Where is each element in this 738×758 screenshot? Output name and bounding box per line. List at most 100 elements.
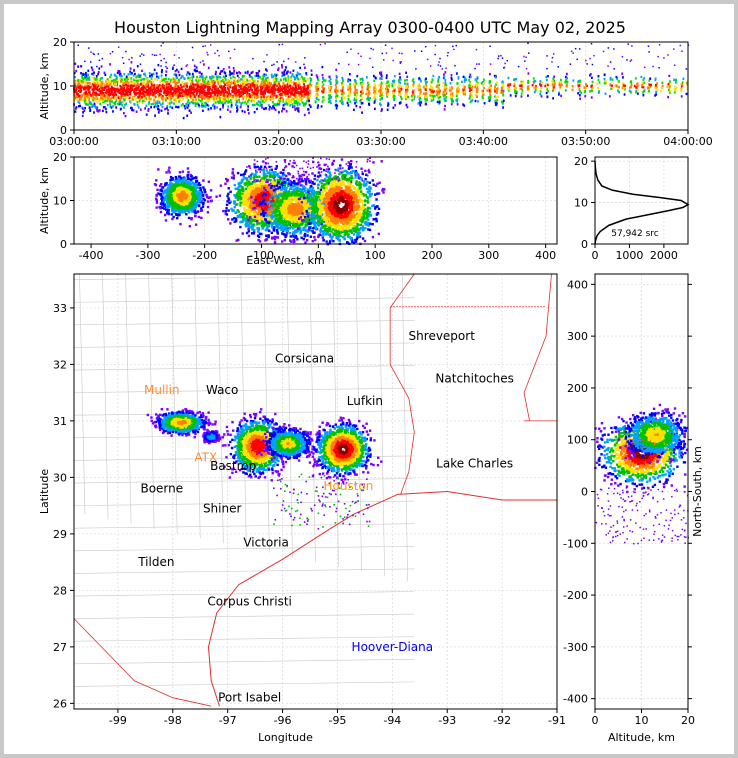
time-height-source <box>74 79 77 83</box>
time-height-source <box>444 84 446 87</box>
time-height-source <box>462 88 465 91</box>
time-height-source <box>263 107 266 111</box>
time-height-source <box>112 96 115 99</box>
time-height-source <box>378 102 381 105</box>
time-height-source <box>559 87 561 90</box>
time-height-source <box>280 64 283 67</box>
time-height-source <box>248 79 251 83</box>
time-height-source <box>173 64 175 66</box>
time-height-source <box>668 83 671 86</box>
time-height-source <box>93 71 95 74</box>
time-height-source <box>165 65 167 68</box>
time-height-source <box>175 105 177 109</box>
time-height-source <box>223 81 226 84</box>
time-height-source <box>166 90 168 94</box>
time-height-source <box>177 105 179 109</box>
time-height-source <box>125 76 128 80</box>
time-height-source <box>430 99 433 102</box>
time-height-source <box>253 103 256 107</box>
time-height-source <box>129 89 132 93</box>
time-height-source <box>436 88 439 91</box>
ew-source <box>202 201 205 205</box>
time-height-source <box>238 80 241 83</box>
time-height-source <box>162 42 164 44</box>
time-height-source <box>263 73 266 76</box>
time-height-source <box>654 94 656 97</box>
time-height-source <box>218 101 220 105</box>
time-height-source <box>139 63 142 65</box>
time-height-source <box>483 78 485 81</box>
time-height-source <box>456 85 459 89</box>
time-height-source <box>251 77 254 80</box>
time-height-source <box>432 94 435 98</box>
time-height-source <box>109 52 112 55</box>
time-height-source <box>546 83 549 87</box>
time-height-source <box>348 93 351 96</box>
time-height-source <box>444 93 447 97</box>
time-height-source <box>335 74 338 78</box>
time-height-source <box>215 75 218 78</box>
time-height-source <box>191 75 194 78</box>
time-height-source <box>291 88 294 92</box>
time-height-source <box>299 90 302 93</box>
time-height-source <box>154 95 157 99</box>
time-height-source <box>129 72 132 76</box>
time-height-source <box>248 85 251 88</box>
time-height-source <box>119 88 122 91</box>
time-height-source <box>199 88 202 92</box>
time-height-source <box>616 77 619 81</box>
time-height-source <box>120 97 123 100</box>
time-height-source <box>82 93 85 96</box>
time-height-source <box>102 91 105 95</box>
time-height-source <box>263 97 265 100</box>
time-height-source <box>151 86 154 89</box>
time-height-source <box>114 74 117 77</box>
time-height-source <box>241 88 244 91</box>
time-height-source <box>236 84 238 87</box>
time-height-source <box>191 93 194 96</box>
time-height-source <box>119 80 122 83</box>
time-height-source <box>83 100 86 103</box>
ew-source <box>207 196 211 200</box>
time-height-source <box>294 86 297 90</box>
time-height-source <box>302 102 305 105</box>
time-height-source <box>225 99 228 103</box>
time-height-source <box>456 98 459 101</box>
time-height-source <box>372 74 375 78</box>
time-height-source <box>552 88 555 91</box>
time-height-source <box>394 82 396 86</box>
time-height-source <box>240 94 243 97</box>
time-height-source <box>82 80 85 84</box>
time-height-source <box>204 86 207 89</box>
time-height-source <box>250 95 253 98</box>
time-height-source <box>502 99 505 102</box>
time-height-source <box>105 94 107 98</box>
time-height-source <box>527 42 529 45</box>
time-height-source <box>434 44 437 47</box>
ew-source <box>199 209 203 212</box>
ew-source <box>176 216 179 220</box>
time-height-source <box>84 84 87 88</box>
time-height-source <box>277 111 280 114</box>
time-height-source <box>260 99 263 103</box>
time-height-source <box>497 95 499 98</box>
time-height-source <box>328 97 331 101</box>
time-height-source <box>168 82 170 86</box>
time-height-source <box>173 102 175 105</box>
time-height-source <box>160 95 163 98</box>
ew-source <box>166 202 170 206</box>
time-height-source <box>158 92 161 96</box>
time-height-source <box>329 101 332 105</box>
time-height-source <box>164 92 166 96</box>
time-height-source <box>532 86 535 90</box>
time-height-source <box>125 83 128 87</box>
time-height-source <box>238 85 241 88</box>
time-height-source <box>316 84 319 88</box>
time-height-source <box>116 71 119 75</box>
time-height-source <box>290 90 293 93</box>
time-height-source <box>521 89 524 92</box>
time-height-source <box>82 88 85 91</box>
time-height-source <box>291 103 294 106</box>
time-height-source <box>145 104 148 108</box>
time-height-source <box>194 68 196 72</box>
